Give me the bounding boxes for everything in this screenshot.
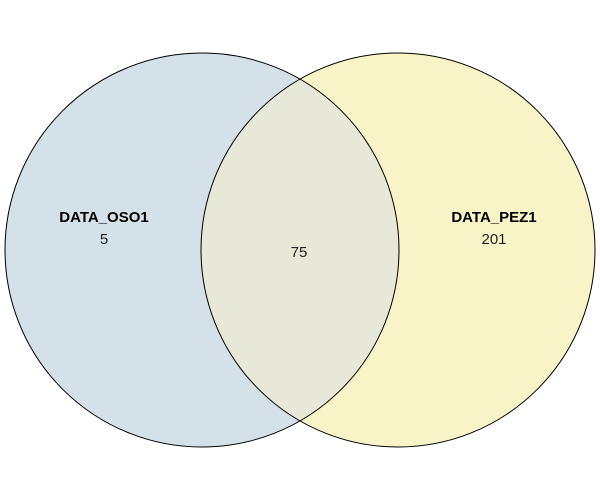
set-label-data-pez1: DATA_PEZ1 <box>451 209 536 226</box>
intersection-count: 75 <box>291 244 308 261</box>
set-outline-data-pez1 <box>200 52 596 448</box>
set-label-data-oso1: DATA_OSO1 <box>59 209 148 226</box>
set-count-data-pez1: 201 <box>481 231 506 248</box>
set-outline-data-oso1 <box>4 52 400 448</box>
intersection-region <box>201 53 399 447</box>
set-count-data-oso1: 5 <box>100 231 108 248</box>
